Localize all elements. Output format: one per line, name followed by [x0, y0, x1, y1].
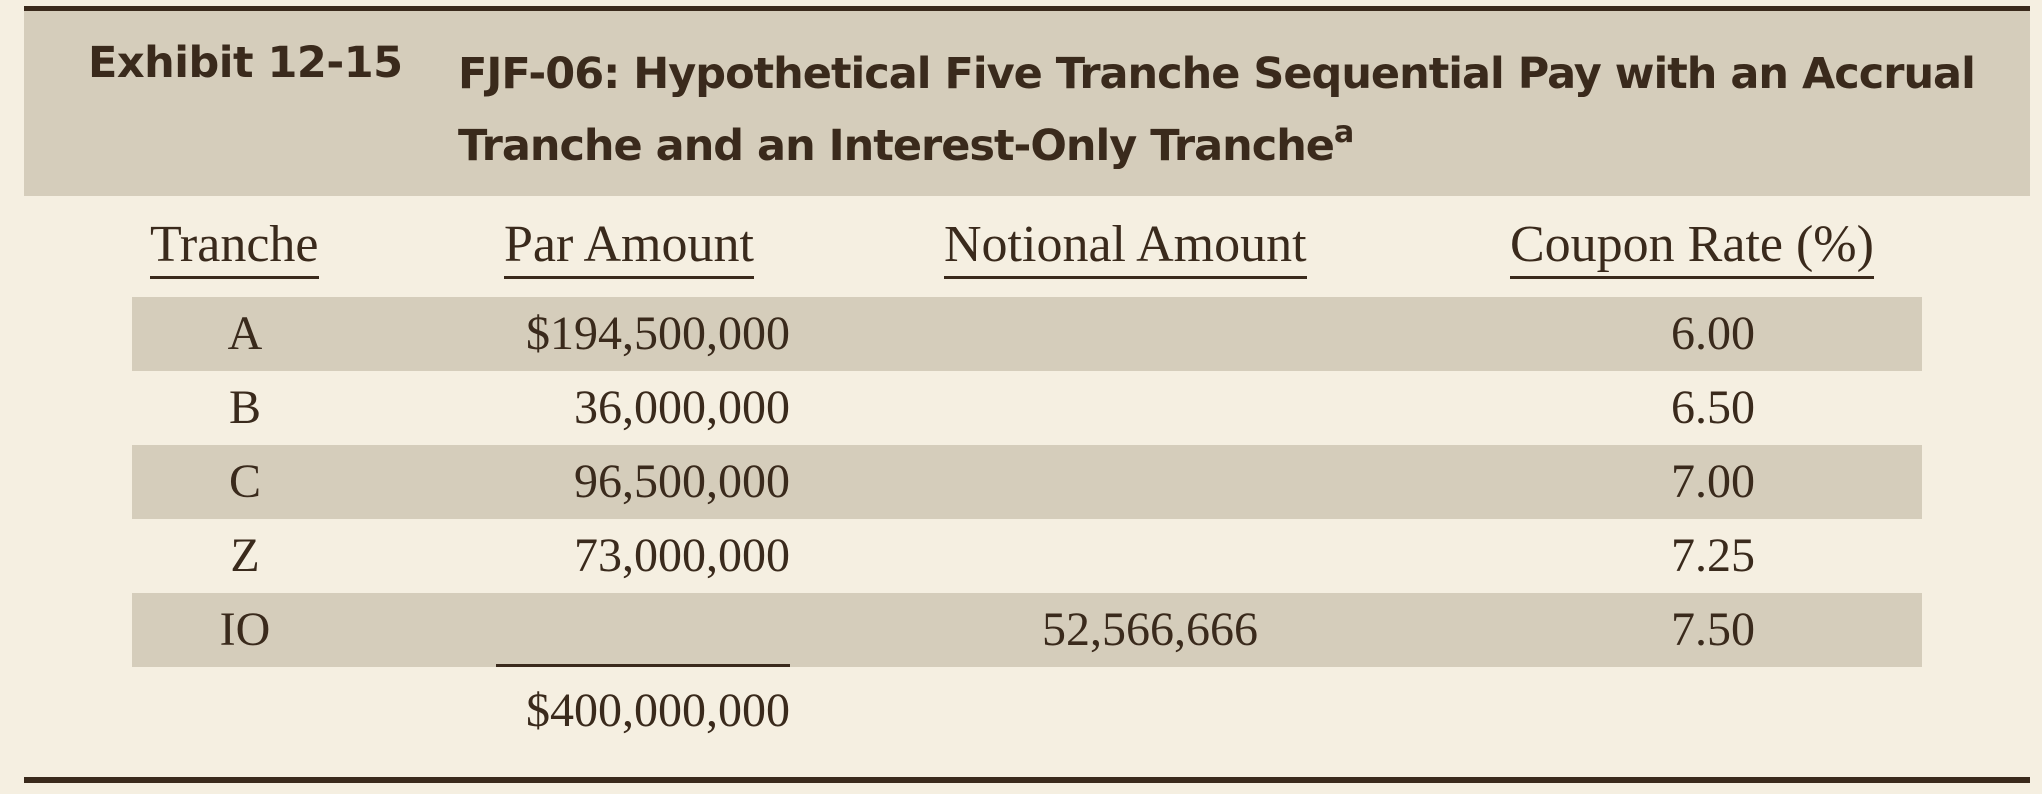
exhibit-title-line-2-wrap: Tranche and an Interest-Only Tranchea [458, 110, 1978, 182]
cell-coupon-rate: 6.50 [1671, 381, 1755, 434]
exhibit-title-line-2: Tranche and an Interest-Only Tranche [458, 121, 1335, 171]
row-band [132, 445, 1922, 519]
exhibit-header-band [24, 11, 2030, 196]
cell-notional-amount [940, 519, 1360, 593]
cell-coupon-rate: 7.50 [1671, 603, 1755, 656]
row-band [132, 593, 1922, 667]
cell-coupon-rate: 7.00 [1671, 455, 1755, 508]
cell-par-amount: $194,500,000 [526, 307, 790, 360]
header-tranche: Tranche [150, 216, 319, 279]
bottom-rule [24, 777, 2030, 783]
cell-par-amount: 36,000,000 [574, 381, 790, 434]
cell-par-amount [470, 593, 790, 667]
cell-par-amount: 96,500,000 [574, 455, 790, 508]
total-par-amount: $400,000,000 [526, 684, 790, 737]
cell-tranche: Z [230, 529, 260, 582]
header-par-amount: Par Amount [504, 216, 754, 279]
cell-notional-amount [940, 297, 1360, 371]
cell-coupon-rate: 7.25 [1671, 529, 1755, 582]
cell-notional-amount: 52,566,666 [1042, 603, 1258, 656]
title-footnote-marker: a [1333, 115, 1354, 150]
total-rule [496, 664, 790, 667]
cell-tranche: C [228, 455, 261, 508]
exhibit-label: Exhibit 12-15 [88, 38, 403, 88]
exhibit-title: FJF-06: Hypothetical Five Tranche Sequen… [458, 38, 1978, 182]
cell-tranche: IO [219, 603, 271, 656]
header-notional-amount: Notional Amount [944, 216, 1307, 279]
cell-tranche: B [228, 381, 261, 434]
exhibit-title-line-1: FJF-06: Hypothetical Five Tranche Sequen… [458, 49, 1976, 99]
row-band [132, 297, 1922, 371]
header-coupon-rate: Coupon Rate (%) [1510, 216, 1874, 279]
cell-notional-amount [940, 445, 1360, 519]
top-rule [24, 6, 2030, 11]
cell-par-amount: 73,000,000 [574, 529, 790, 582]
cell-tranche: A [227, 307, 263, 360]
cell-notional-amount [940, 371, 1360, 445]
cell-coupon-rate: 6.00 [1671, 307, 1755, 360]
